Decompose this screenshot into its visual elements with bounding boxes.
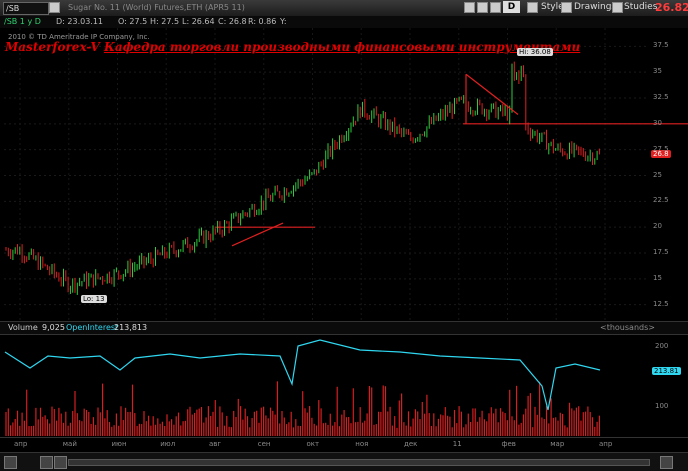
brand-watermark: Masterforex-V Кафедра торговли производн… xyxy=(5,40,580,54)
units-label: <thousands> xyxy=(600,323,655,332)
brand-right: Кафедра торговли производными финансовым… xyxy=(104,40,581,54)
ohlc-low: L: 26.64 xyxy=(182,17,215,26)
ohlc-yield: Y: xyxy=(280,17,287,26)
volume-axis-tick: 100 xyxy=(655,402,669,410)
last-price: 26.82 xyxy=(655,1,688,14)
price-axis-tick: 22.5 xyxy=(653,196,669,205)
zoom-in-icon[interactable] xyxy=(54,456,67,469)
price-chart[interactable] xyxy=(0,28,688,321)
aggregation-button[interactable]: D xyxy=(503,1,520,13)
price-axis-tick: 17.5 xyxy=(653,248,669,256)
time-axis-label: фев xyxy=(501,440,516,448)
scroll-right-icon[interactable] xyxy=(660,456,673,469)
volume-axis-tick: 200 xyxy=(655,342,669,350)
volume-bars xyxy=(5,381,601,436)
current-price-badge: 26.8 xyxy=(651,150,671,158)
price-axis-tick: 25 xyxy=(653,170,662,179)
drawings-button[interactable]: Drawings xyxy=(574,2,617,12)
link-icon[interactable] xyxy=(464,2,475,13)
ohlc-range: R: 0.86 xyxy=(248,17,277,26)
price-axis-tick: 20 xyxy=(653,222,662,231)
ohlc-date: D: 23.03.11 xyxy=(56,17,104,26)
layout-icon[interactable] xyxy=(490,2,501,13)
time-axis-label: июл xyxy=(160,440,176,448)
time-axis-label: окт xyxy=(306,440,320,448)
time-axis-label: мар xyxy=(550,440,565,448)
price-axis-tick: 30 xyxy=(653,118,662,127)
symbol-input[interactable]: /SB xyxy=(3,2,49,15)
symbol-lookup-icon[interactable] xyxy=(49,2,60,13)
chart-toolbar: /SB Sugar No. 11 (World) Futures,ETH (AP… xyxy=(0,0,688,17)
time-axis-label: авг xyxy=(209,440,222,448)
open-interest-line xyxy=(4,339,601,411)
studies-icon xyxy=(612,2,623,13)
time-axis-label: май xyxy=(62,440,77,448)
time-axis-label: дек xyxy=(404,440,418,448)
copyright-text: 2010 © TD Ameritrade IP Company, Inc. xyxy=(8,33,150,41)
time-scrollbar[interactable] xyxy=(68,459,650,466)
volume-value: 9,025 xyxy=(42,323,65,332)
open-interest-badge: 213.81 xyxy=(652,367,681,375)
price-axis-tick: 27.5 xyxy=(653,144,669,153)
time-axis-label: апр xyxy=(14,440,28,448)
studies-button[interactable]: Studies xyxy=(624,2,658,12)
price-bars xyxy=(5,61,600,295)
open-interest-value: 213,813 xyxy=(114,323,148,332)
price-axis-tick: 15 xyxy=(653,273,662,282)
time-axis-label: 11 xyxy=(452,440,462,448)
bottom-toolbar xyxy=(0,452,688,471)
price-axis-tick: 32.5 xyxy=(653,93,669,101)
price-axis-tick: 35 xyxy=(653,67,662,76)
time-axis-label: ноя xyxy=(355,440,369,448)
period-label[interactable]: /SB 1 y D xyxy=(4,17,41,26)
style-button[interactable]: Style xyxy=(541,2,564,12)
time-axis-label: сен xyxy=(257,440,271,448)
price-axis-tick: 12.5 xyxy=(653,299,669,308)
low-label: Lo: 13 xyxy=(81,295,107,303)
zoom-icon[interactable] xyxy=(477,2,488,13)
chart-grid xyxy=(4,28,648,321)
open-interest-label: OpenInterest xyxy=(66,323,119,332)
high-label: Hi: 36.08 xyxy=(517,48,553,56)
volume-label: Volume xyxy=(8,323,38,332)
ohlc-high: H: 27.5 xyxy=(150,17,180,26)
ohlc-close: C: 26.8 xyxy=(218,17,247,26)
price-axis-tick: 37.5 xyxy=(653,41,669,50)
zoom-out-icon[interactable] xyxy=(40,456,53,469)
time-axis-label: июн xyxy=(111,440,127,448)
ohlc-info-bar: /SB 1 y D D: 23.03.11 O: 27.5 H: 27.5 L:… xyxy=(0,16,688,28)
scroll-left-icon[interactable] xyxy=(4,456,17,469)
uptrend-line xyxy=(231,222,284,247)
brand-left: Masterforex-V xyxy=(5,40,100,54)
downtrend-line xyxy=(465,73,519,116)
style-icon xyxy=(527,2,538,13)
symbol-description: Sugar No. 11 (World) Futures,ETH (APR5 1… xyxy=(68,3,245,12)
drawings-icon xyxy=(561,2,572,13)
ohlc-open: O: 27.5 xyxy=(118,17,148,26)
volume-panel-header: Volume 9,025 OpenInterest 213,813 <thous… xyxy=(0,321,688,335)
time-axis-label: апр xyxy=(599,440,613,448)
time-axis: апр май июн июл авг сен окт ноя дек 11 фев мар апр xyxy=(0,437,688,452)
trendlines xyxy=(231,73,519,247)
volume-chart[interactable] xyxy=(0,334,688,437)
